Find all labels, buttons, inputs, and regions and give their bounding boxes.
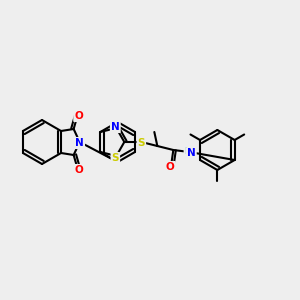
Text: O: O — [166, 162, 175, 172]
Text: S: S — [112, 153, 119, 163]
Text: O: O — [74, 165, 83, 175]
Text: S: S — [138, 138, 145, 148]
Text: N: N — [75, 138, 84, 148]
Text: H: H — [184, 146, 192, 155]
Text: N: N — [187, 148, 196, 158]
Text: N: N — [111, 122, 120, 132]
Text: O: O — [74, 111, 83, 121]
